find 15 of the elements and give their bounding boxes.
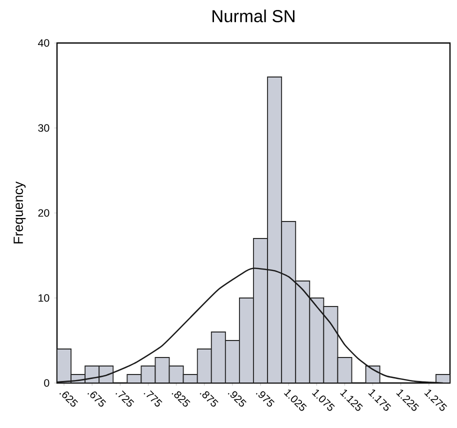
- y-tick-label: 10: [38, 294, 50, 302]
- y-tick-label: 0: [44, 379, 50, 387]
- x-tick-label: .825: [172, 391, 190, 407]
- y-tick-label: 20: [38, 209, 50, 217]
- x-tick-label: .875: [200, 391, 218, 407]
- y-tick-label: 40: [38, 39, 50, 47]
- y-axis-title: Frequency: [14, 182, 26, 244]
- y-tick-label: 30: [38, 124, 50, 132]
- x-tick-label: .975: [256, 391, 274, 407]
- x-tick-label: .775: [144, 390, 162, 407]
- x-tick-label: .625: [59, 392, 78, 407]
- x-tick-label: .725: [116, 390, 134, 407]
- x-tick-label: .925: [228, 391, 246, 407]
- chart-title: Nurmal SN: [212, 10, 294, 22]
- x-tick-label: .675: [88, 392, 106, 407]
